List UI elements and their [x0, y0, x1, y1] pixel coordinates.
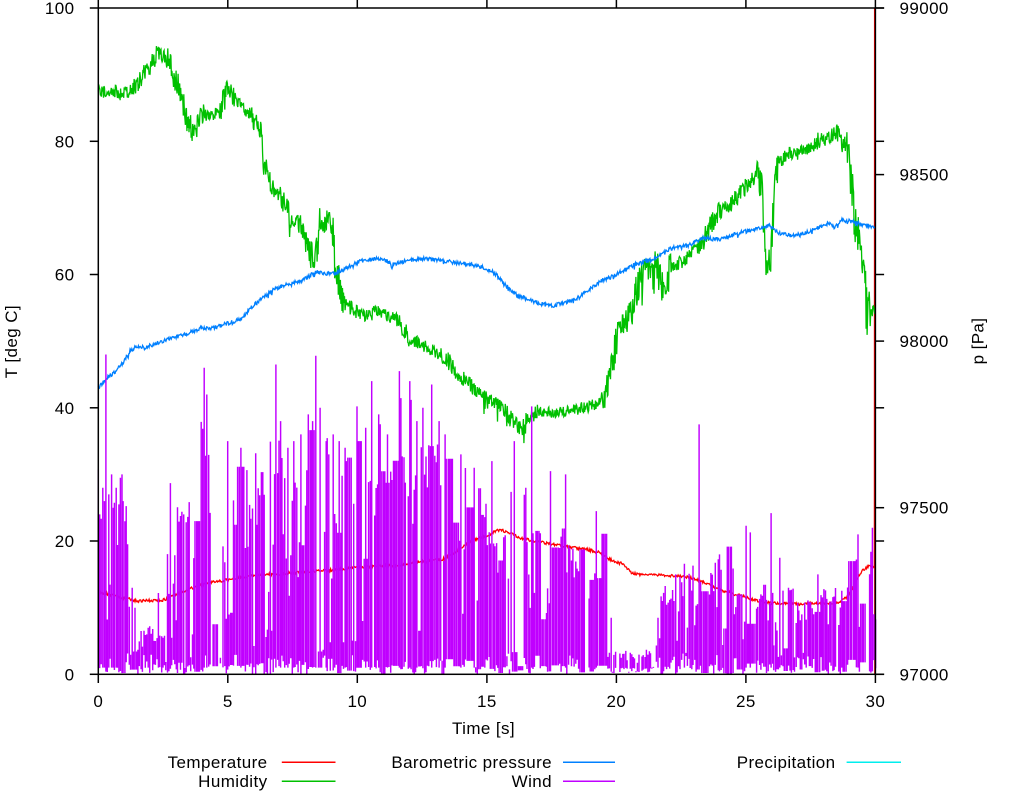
svg-text:15: 15	[477, 692, 497, 711]
svg-text:80: 80	[55, 132, 75, 151]
svg-text:25: 25	[736, 692, 756, 711]
svg-text:Wind: Wind	[512, 772, 552, 791]
svg-text:p [Pa]: p [Pa]	[969, 318, 988, 365]
svg-text:99000: 99000	[900, 0, 949, 18]
svg-text:20: 20	[55, 532, 75, 551]
svg-text:0: 0	[93, 692, 103, 711]
svg-text:0: 0	[65, 665, 75, 684]
svg-text:40: 40	[55, 399, 75, 418]
svg-text:98000: 98000	[900, 332, 949, 351]
svg-text:30: 30	[866, 692, 886, 711]
svg-text:20: 20	[607, 692, 627, 711]
svg-text:60: 60	[55, 266, 75, 285]
svg-text:Precipitation: Precipitation	[737, 753, 836, 772]
svg-text:100: 100	[45, 0, 75, 18]
svg-text:Humidity: Humidity	[198, 772, 267, 791]
svg-text:97000: 97000	[900, 665, 949, 684]
svg-text:5: 5	[223, 692, 233, 711]
svg-text:10: 10	[347, 692, 367, 711]
svg-text:Time [s]: Time [s]	[452, 719, 515, 738]
svg-text:T [deg C]: T [deg C]	[2, 305, 21, 378]
svg-text:Barometric pressure: Barometric pressure	[391, 753, 552, 772]
svg-text:97500: 97500	[900, 499, 949, 518]
svg-text:Temperature: Temperature	[168, 753, 268, 772]
svg-text:98500: 98500	[900, 166, 949, 185]
